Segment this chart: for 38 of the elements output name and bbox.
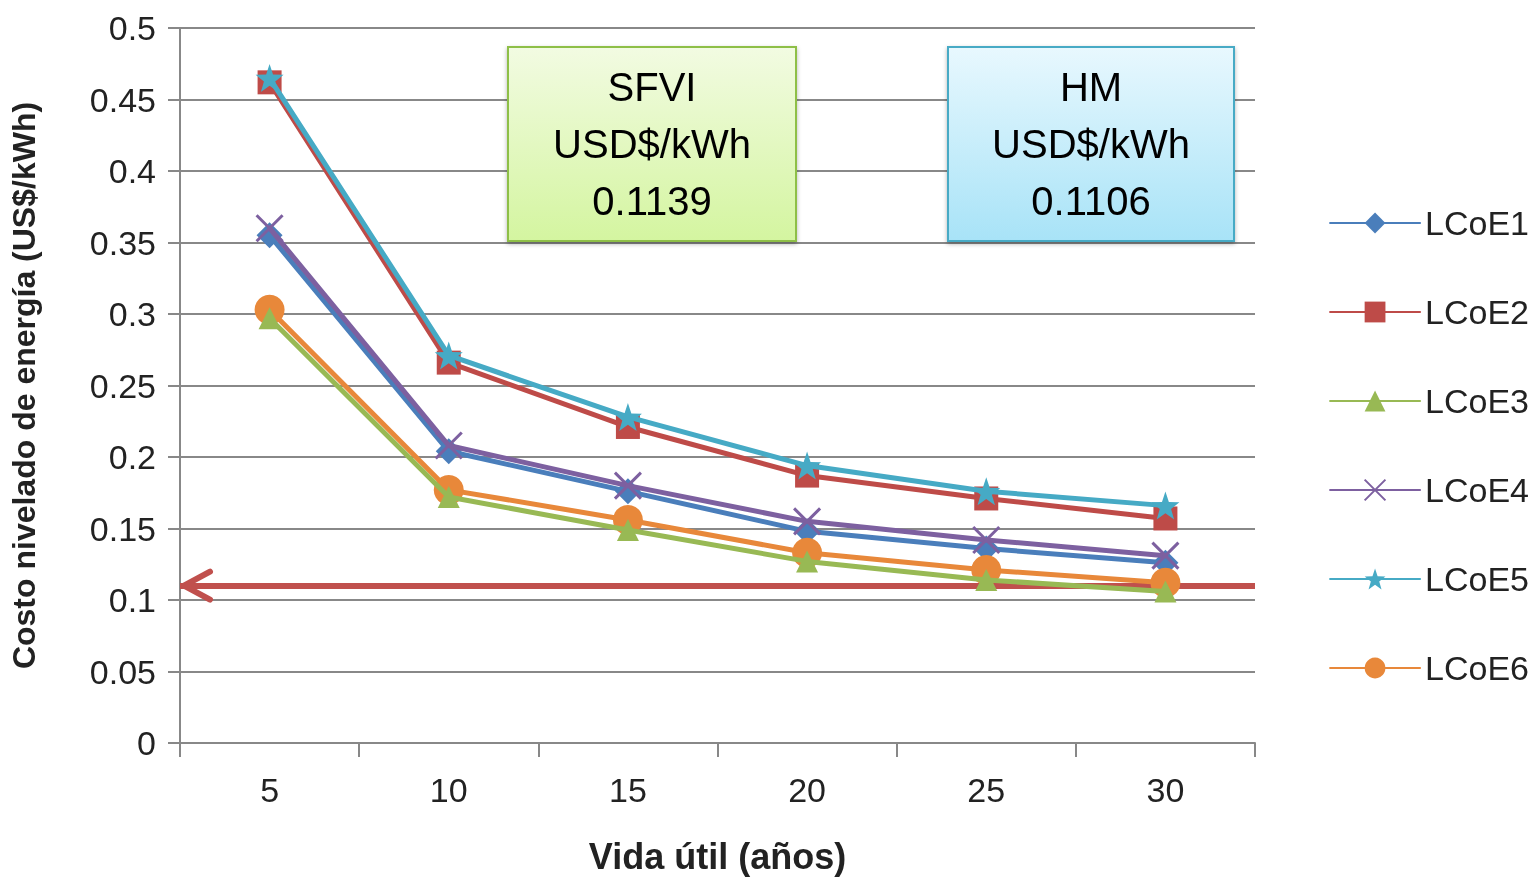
x-tick-label: 25: [967, 771, 1006, 809]
y-tick-label: 0.2: [108, 438, 156, 476]
point: [255, 213, 285, 243]
legend-label: LCoE4: [1425, 471, 1530, 509]
legend-label: LCoE5: [1425, 560, 1530, 598]
y-tick-label: 0: [137, 724, 156, 762]
y-tick-label: 0.15: [89, 509, 156, 548]
y-tick-label: 0.4: [108, 152, 156, 190]
y-tick-label: 0.35: [89, 223, 156, 262]
legend-label: LCoE3: [1425, 382, 1530, 420]
x-tick-label: 10: [429, 771, 468, 809]
y-tick-label: 0.25: [89, 366, 156, 405]
x-tick-label: 20: [788, 771, 826, 809]
x-tick-label: 15: [609, 771, 647, 809]
legend-label: LCoE1: [1425, 204, 1530, 242]
point: [613, 471, 643, 501]
annotation: SFVI USD$/kWh 0.1139: [553, 65, 751, 223]
point: [1151, 491, 1180, 520]
y-tick-label: 0.45: [89, 80, 156, 119]
y-tick-label: 0.3: [108, 295, 156, 333]
point: [255, 64, 284, 93]
point: [792, 506, 822, 536]
annotation: HM USD$/kWh 0.1106: [992, 65, 1190, 223]
point: [793, 451, 822, 480]
y-axis-title: Costo nivelado de energía (US$/kWh): [6, 101, 42, 670]
point: [434, 341, 463, 370]
point: [1150, 541, 1180, 571]
x-tick-label: 5: [260, 771, 280, 809]
point: [613, 402, 642, 431]
x-tick-label: 30: [1146, 771, 1185, 809]
y-tick-label: 0.1: [108, 581, 156, 619]
legend-label: LCoE2: [1425, 293, 1530, 331]
point: [434, 431, 464, 461]
legend-label: LCoE6: [1425, 649, 1530, 687]
point: [971, 525, 1001, 555]
x-axis-title: Vida útil (años): [588, 835, 847, 877]
y-tick-label: 0.5: [108, 9, 156, 47]
y-tick-label: 0.05: [89, 652, 156, 691]
